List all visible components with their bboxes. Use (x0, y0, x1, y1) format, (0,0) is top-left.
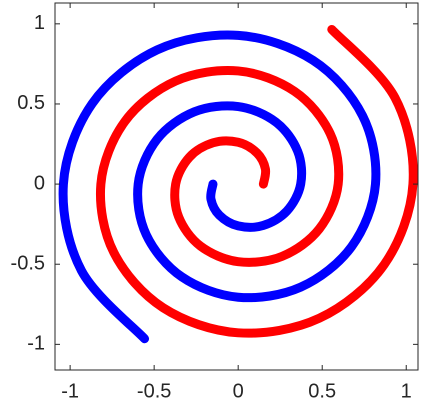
y-tick-label: 1 (34, 12, 45, 34)
axes-box (54, 2, 419, 371)
spiral-line (96, 24, 418, 338)
y-tick-label: -1 (27, 333, 45, 355)
x-tick-label: 0.5 (308, 380, 336, 402)
x-tick-label: -1 (61, 380, 79, 402)
x-tick-label: -0.5 (137, 380, 171, 402)
spiral-line (58, 30, 381, 344)
y-tick-label: 0.5 (17, 92, 45, 114)
y-tick-label: -0.5 (11, 253, 45, 275)
x-tick-label: 0 (233, 380, 244, 402)
x-tick-label: 1 (401, 380, 412, 402)
y-tick-label: 0 (34, 172, 45, 194)
